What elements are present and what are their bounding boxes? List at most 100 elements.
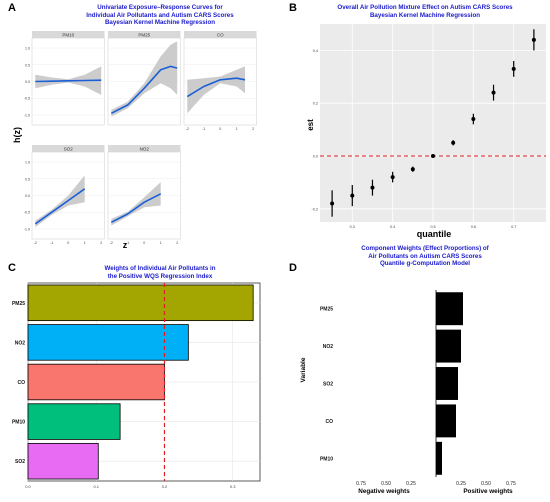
x-tick-label: 0 (143, 241, 145, 245)
data-point (451, 140, 456, 145)
panel-a-title-line-3: Bayesian Kernel Machine Regression (104, 19, 216, 27)
panel-d-title-line-3: Quantile g-Computation Model (379, 260, 471, 268)
x-tick-label: 0.3 (230, 484, 236, 489)
x-tick-label: -2 (186, 127, 189, 131)
data-point (511, 66, 516, 71)
response-curve (110, 193, 162, 224)
panel-a-title: Univariate Exposure–Response Curves for … (40, 4, 280, 27)
x-tick-label: 0.25 (456, 481, 466, 487)
panel-b-y-axis-label: est (306, 119, 315, 131)
y-tick-label: 0.0 (25, 80, 30, 84)
x-tick-label: 0.4 (390, 225, 395, 229)
bar (27, 442, 99, 480)
x-tick-label: 0.50 (481, 481, 491, 487)
y-tick-label: 0.0 (313, 155, 318, 159)
bar (436, 367, 458, 400)
data-point (350, 193, 355, 198)
data-point (531, 37, 536, 42)
y-tick-label: 0.0 (25, 194, 30, 198)
panel-d-y-axis-label: Variable (300, 357, 307, 382)
confidence-band (111, 41, 178, 117)
bar (436, 292, 463, 326)
y-tick-label: -0.2 (311, 207, 318, 211)
x-tick-label: -1 (50, 241, 53, 245)
panel-letter-a: A (8, 2, 16, 14)
panel-letter-b: B (289, 2, 297, 14)
y-tick-label: -1.0 (24, 227, 30, 231)
category-label: NO2 (15, 340, 26, 346)
category-label: PM25 (320, 307, 333, 313)
panel-b-title-line-2: Bayesian Kernel Machine Regression (369, 11, 481, 19)
panel-a-title-line-1: Univariate Exposure–Response Curves for (97, 4, 223, 11)
x-tick-label: 0.75 (506, 481, 516, 487)
facet-label: PM10 (62, 32, 74, 37)
panel-c-title-line-2: the Positive WQS Regression Index (107, 272, 213, 280)
data-point (390, 175, 395, 180)
y-tick-label: 0.4 (313, 49, 318, 53)
panel-b-plot: -0.2 0.0 0.2 0.4 0.3 0.4 0.5 0.6 0.7 (311, 24, 546, 229)
data-point (410, 167, 415, 172)
response-curve (35, 79, 102, 83)
panel-d-negative-label: Negative weights (358, 488, 410, 495)
x-tick-label: 2 (252, 127, 254, 131)
category-label: NO2 (323, 344, 334, 350)
facet-strip (108, 31, 181, 38)
x-tick-label: 2 (100, 241, 102, 245)
x-tick-label: -1 (126, 241, 129, 245)
facet-label: SO2 (64, 146, 74, 151)
category-label: SO2 (15, 459, 25, 465)
data-point (491, 90, 496, 95)
x-tick-label: 0.1 (93, 484, 99, 489)
facet-label: PM25 (138, 32, 150, 37)
bar (436, 441, 442, 475)
x-tick-label: -2 (110, 241, 113, 245)
category-label: PM10 (320, 456, 333, 462)
data-point (431, 154, 435, 158)
x-tick-label: 0.0 (25, 484, 31, 489)
panel-d-positive-label: Positive weights (463, 488, 513, 495)
response-curve (110, 65, 178, 115)
bar (27, 363, 165, 401)
y-tick-label: 1.0 (25, 47, 30, 51)
panel-letter-d: D (289, 262, 297, 274)
panel-a-x-axis-label: z (123, 240, 128, 250)
y-tick-label: -0.5 (24, 211, 30, 215)
x-tick-label: 0.7 (511, 225, 516, 229)
data-point (471, 117, 476, 122)
category-label: SO2 (323, 382, 333, 388)
x-tick-label: 0.5 (430, 225, 435, 229)
facet-label: CO (217, 32, 224, 37)
x-tick-label: 2 (176, 241, 178, 245)
panel-b-title: Overall Air Pollution Mixture Effect on … (300, 4, 550, 19)
x-tick-label: -2 (34, 241, 37, 245)
y-tick-label: 0.5 (25, 177, 30, 181)
y-tick-label: 0.2 (313, 102, 318, 106)
facet-strip (184, 31, 257, 38)
x-tick-label: 1 (236, 127, 238, 131)
x-tick-label: 0.75 (356, 481, 366, 487)
y-tick-label: -1.0 (24, 113, 30, 117)
x-tick-label: -1 (202, 127, 205, 131)
category-label: PM10 (12, 420, 25, 426)
panel-a-y-axis-label: h(z) (12, 127, 22, 143)
bar (436, 329, 461, 363)
x-tick-label: 0.25 (406, 481, 416, 487)
x-tick-label: 0.2 (162, 484, 168, 489)
x-tick-label: 0.6 (471, 225, 476, 229)
data-point (330, 201, 335, 206)
bar (27, 403, 121, 440)
panel-c-title-line-1: Weights of Individual Air Pollutants in (104, 265, 216, 272)
panel-a-plot: PM10 -1.0 -0.5 0.0 0.5 1.0 PM25 CO -2 -1 0 1 2 SO2 -1.… (24, 31, 257, 245)
panel-b-title-line-1: Overall Air Pollution Mixture Effect on … (337, 4, 513, 11)
response-curve (186, 77, 246, 98)
facet-strip (108, 145, 181, 152)
panel-c-title: Weights of Individual Air Pollutants in … (40, 265, 280, 280)
panel-a-title-line-2: Individual Air Pollutants and Autism CAR… (86, 11, 234, 19)
panel-letter-c: C (8, 262, 16, 274)
panel-d-title: Component Weights (Effect Proportions) o… (300, 245, 550, 268)
facet-strip (32, 31, 105, 38)
bar (27, 324, 189, 361)
x-tick-label: 0 (67, 241, 69, 245)
data-point (370, 185, 375, 190)
